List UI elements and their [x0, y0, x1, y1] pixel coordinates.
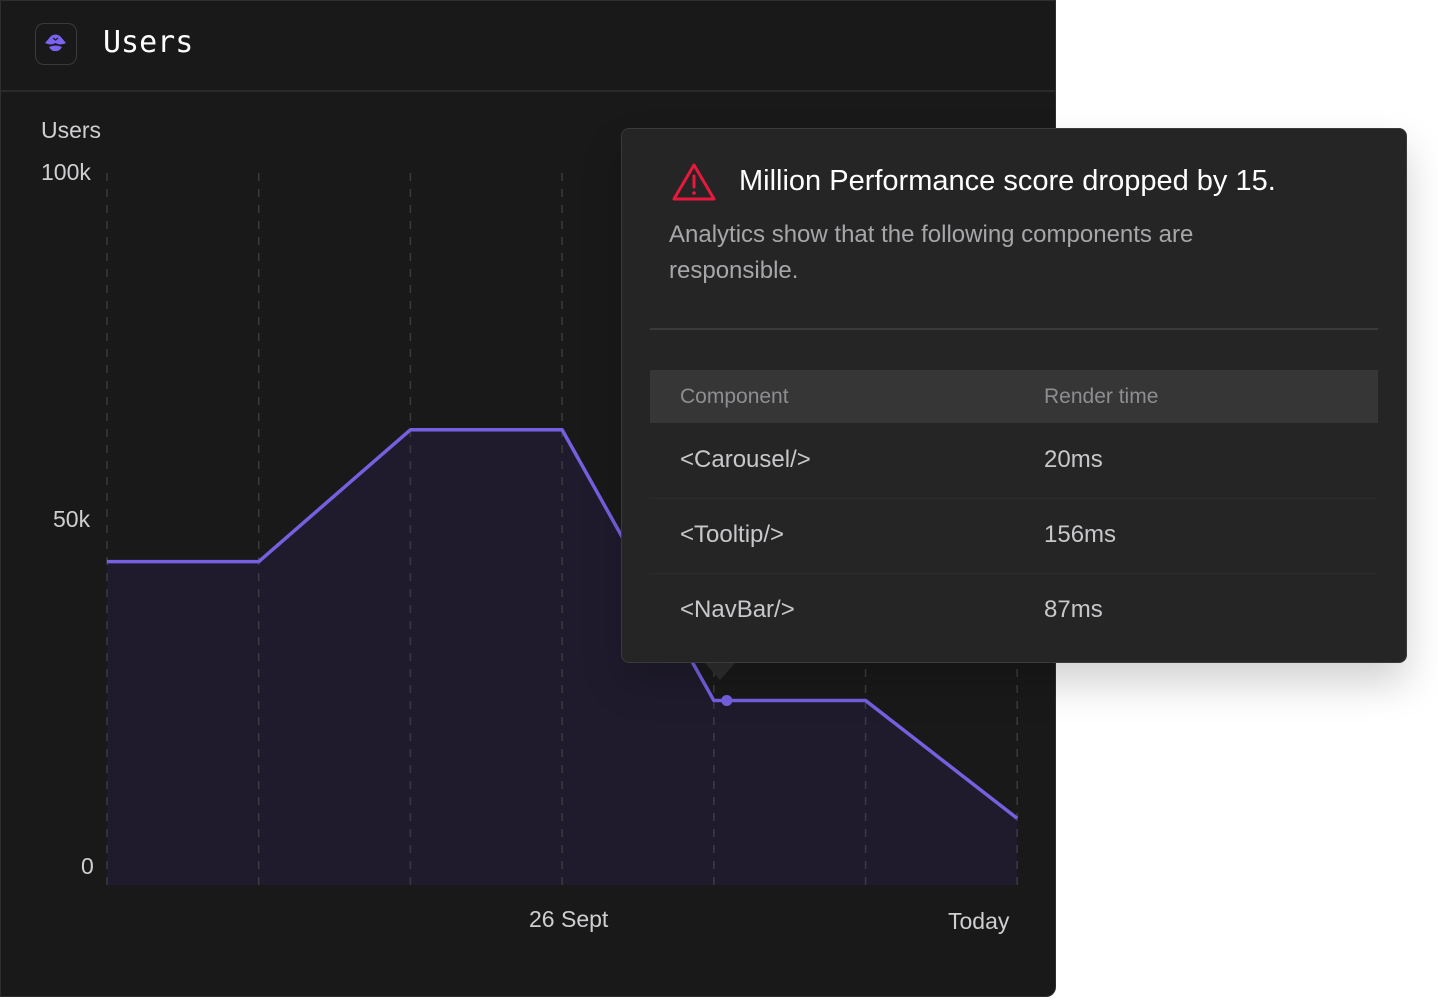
alert-description: Analytics show that the following compon…: [669, 221, 1194, 284]
y-tick-label: 50k: [53, 506, 91, 532]
render-time: 156ms: [1044, 521, 1117, 548]
y-axis-title: Users: [41, 117, 102, 143]
table-row: <NavBar/> 87ms: [650, 573, 1378, 648]
table-header: Component Render time: [650, 370, 1378, 423]
card-title: Users: [103, 25, 194, 60]
million-logo-icon: [35, 23, 77, 65]
render-time: 20ms: [1044, 446, 1103, 473]
performance-alert-tooltip: Million Performance score dropped by 15.…: [621, 128, 1407, 663]
series-line: [107, 428, 1019, 820]
divider: [650, 328, 1378, 330]
card-header: Users: [1, 1, 1055, 92]
table-row: <Tooltip/> 156ms: [650, 498, 1378, 574]
component-name: <Tooltip/>: [680, 521, 785, 548]
component-name: <NavBar/>: [680, 596, 795, 623]
alert-title: Million Performance score dropped by 15.: [739, 165, 1276, 197]
y-tick-label: 100k: [41, 159, 91, 185]
warning-triangle-icon: [670, 161, 718, 208]
highlighted-data-point: [721, 694, 733, 706]
table-row: <Carousel/> 20ms: [650, 423, 1378, 499]
component-name: <Carousel/>: [680, 446, 811, 473]
render-time: 87ms: [1044, 596, 1103, 623]
tooltip-pointer: [702, 660, 738, 680]
column-header-render-time: Render time: [1044, 385, 1159, 408]
x-tick-label: 26 Sept: [529, 906, 609, 932]
x-tick-label: Today: [948, 908, 1010, 934]
column-header-component: Component: [680, 385, 789, 408]
y-tick-label: 0: [81, 853, 94, 879]
